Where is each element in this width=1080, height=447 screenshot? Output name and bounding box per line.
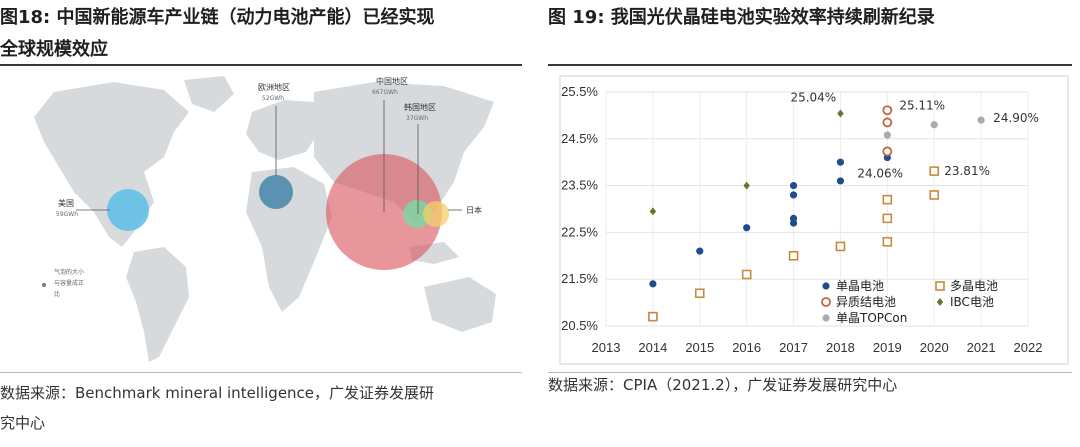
y-tick-label: 25.5% <box>561 84 598 99</box>
legend-note-line1: 气泡的大小 <box>54 268 84 276</box>
data-point-series-4 <box>977 116 985 124</box>
china-value: 667GWh <box>372 89 398 96</box>
data-annotation: 25.04% <box>790 91 836 105</box>
data-point-series-0 <box>836 158 845 166</box>
legend-marker <box>936 298 944 306</box>
left-source: 数据来源：Benchmark mineral intelligence，广发证券… <box>0 378 434 438</box>
data-annotation: 24.06% <box>857 166 903 180</box>
left-figure: 图18: 中国新能源车产业链（动力电池产能）已经实现 全球规模效应 <box>0 0 530 447</box>
data-point-series-4 <box>930 121 938 129</box>
data-point-series-0 <box>743 224 751 232</box>
data-point-series-1 <box>882 213 893 224</box>
x-tick-label: 2016 <box>732 340 761 355</box>
data-point-series-2 <box>882 117 893 128</box>
europe-value: 52GWh <box>262 95 284 102</box>
korea-bubble <box>403 200 431 228</box>
data-annotation: 25.11% <box>899 98 945 112</box>
legend-label: IBC电池 <box>950 295 994 309</box>
x-tick-label: 2013 <box>592 340 621 355</box>
data-point-series-1 <box>741 269 752 280</box>
y-tick-label: 20.5% <box>561 318 598 333</box>
data-point-series-4 <box>883 131 891 139</box>
data-annotation: 24.90% <box>993 111 1039 125</box>
data-point-series-1 <box>648 311 658 322</box>
right-bottom-rule <box>548 372 1072 373</box>
data-point-series-0 <box>836 177 845 185</box>
left-figure-title: 图18: 中国新能源车产业链（动力电池产能）已经实现 全球规模效应 <box>0 2 530 66</box>
world-bubble-map: 欧洲地区 52GWh 中国地区 667GWh 韩国地区 37GWh 美国 59G… <box>14 72 524 372</box>
left-source-line2: 究中心 <box>0 414 46 432</box>
right-figure: 图 19: 我国光伏晶硅电池实验效率持续刷新纪录 20.5% 21.5% 22.5%… <box>548 0 1080 447</box>
y-tick-label: 21.5% <box>561 271 598 286</box>
data-point-series-2 <box>882 105 893 116</box>
data-point-series-1 <box>882 236 893 247</box>
japan-bubble <box>423 201 449 227</box>
data-point-series-1 <box>788 251 799 261</box>
right-title-rule <box>548 64 1072 66</box>
data-point-series-0 <box>789 214 798 222</box>
japan-label: 日本 <box>466 205 482 215</box>
data-point-series-0 <box>789 191 798 199</box>
data-point-series-1 <box>882 194 893 205</box>
x-tick-label: 2020 <box>920 340 949 355</box>
korea-value: 37GWh <box>406 115 428 122</box>
legend-label: 单晶TOPCon <box>836 311 907 325</box>
right-figure-title: 图 19: 我国光伏晶硅电池实验效率持续刷新纪录 <box>548 7 935 28</box>
europe-label: 欧洲地区 <box>258 82 290 92</box>
x-tick-label: 2015 <box>685 340 714 355</box>
left-title-line1: 图18: 中国新能源车产业链（动力电池产能）已经实现 <box>0 7 435 28</box>
y-tick-label: 22.5% <box>561 224 598 239</box>
y-tick-label: 23.5% <box>561 178 598 193</box>
usa-label: 美国 <box>58 198 74 208</box>
x-tick-label: 2014 <box>638 340 667 355</box>
left-title-rule <box>0 64 522 66</box>
left-bottom-rule <box>0 372 522 373</box>
data-point-series-0 <box>696 247 704 255</box>
x-tick-label: 2018 <box>826 340 855 355</box>
legend-note-dot <box>42 283 46 287</box>
efficiency-scatter-chart: 20.5% 21.5% 22.5% 23.5% 24.5% 25.5% 2013 2014 2… <box>559 75 1069 365</box>
left-source-line1: 数据来源：Benchmark mineral intelligence，广发证券… <box>0 384 435 402</box>
legend-note-line3: 比 <box>54 290 60 298</box>
data-point-series-0 <box>649 280 657 288</box>
legend-marker <box>935 281 945 291</box>
legend-marker <box>822 314 830 322</box>
right-source: 数据来源：CPIA（2021.2），广发证券发展研究中心 <box>548 376 898 394</box>
data-point-series-3 <box>837 109 844 118</box>
legend-label: 多晶电池 <box>950 279 998 293</box>
data-point-series-1 <box>929 190 940 200</box>
x-tick-label: 2019 <box>873 340 902 355</box>
x-tick-label: 2022 <box>1014 340 1043 355</box>
data-point-series-1 <box>835 241 846 252</box>
data-point-series-1 <box>929 166 940 176</box>
legend-note-line2: 与容量成正 <box>54 279 84 287</box>
usa-value: 59GWh <box>56 211 78 218</box>
data-point-series-2 <box>882 146 893 157</box>
europe-bubble <box>259 175 293 209</box>
data-point-series-1 <box>694 288 705 299</box>
data-point-series-0 <box>789 182 798 190</box>
korea-label: 韩国地区 <box>404 102 436 112</box>
left-title-line2: 全球规模效应 <box>0 39 108 60</box>
x-tick-label: 2017 <box>779 340 808 355</box>
legend-label: 单晶电池 <box>836 279 884 293</box>
legend-marker <box>821 297 831 307</box>
y-tick-label: 24.5% <box>561 131 598 146</box>
china-label: 中国地区 <box>376 76 408 86</box>
legend-label: 异质结电池 <box>836 295 896 309</box>
usa-bubble <box>107 189 149 231</box>
x-tick-label: 2021 <box>967 340 996 355</box>
legend-marker <box>822 282 830 290</box>
data-annotation: 23.81% <box>944 164 990 178</box>
